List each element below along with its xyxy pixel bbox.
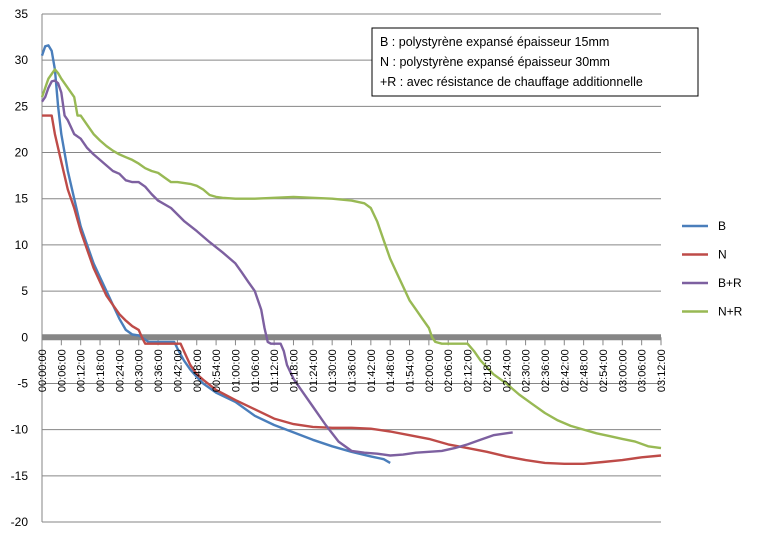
x-tick-label: 00:24:00 — [114, 349, 126, 392]
x-tick-label: 01:30:00 — [327, 349, 339, 392]
y-tick-label: -10 — [11, 423, 29, 437]
y-tick-label: -5 — [17, 376, 28, 390]
x-tick-label: 02:48:00 — [579, 349, 591, 392]
x-tick-label: 02:36:00 — [540, 349, 552, 392]
x-tick-label: 01:48:00 — [385, 349, 397, 392]
x-tick-label: 03:12:00 — [656, 349, 668, 392]
series-line-n — [42, 114, 662, 465]
legend-label: B+R — [718, 276, 742, 290]
annotation-line-3: +R : avec résistance de chauffage additi… — [380, 75, 643, 89]
annotation-line-2: N : polystyrène expansé épaisseur 30mm — [380, 55, 610, 69]
x-tick-label: 00:42:00 — [172, 349, 184, 392]
y-tick-labels: 35 30 25 20 15 10 5 0 -5 -10 -15 -20 — [11, 7, 29, 529]
x-tick-label: 01:42:00 — [366, 349, 378, 392]
y-tick-label: 35 — [15, 7, 29, 21]
y-tick-label: 15 — [15, 192, 29, 206]
legend: B N B+R N+R — [682, 219, 743, 319]
y-tick-label: 0 — [21, 330, 28, 344]
y-tick-label: 5 — [21, 284, 28, 298]
x-tick-labels: 00:00:00 00:06:00 00:12:00 00:18:00 00:24:00… — [37, 349, 668, 392]
x-tick-label: 02:54:00 — [598, 349, 610, 392]
x-tick-label: 02:30:00 — [521, 349, 533, 392]
x-tick-label: 02:18:00 — [482, 349, 494, 392]
series-line-b — [40, 44, 391, 464]
x-tick-label: 00:12:00 — [76, 349, 88, 392]
legend-label: N — [718, 248, 727, 262]
x-tick-label: 02:00:00 — [424, 349, 436, 392]
gridlines — [42, 13, 661, 523]
series-line-n-plus-r — [40, 68, 662, 450]
x-tick-label: 00:54:00 — [211, 349, 223, 392]
annotation-line-1: B : polystyrène expansé épaisseur 15mm — [380, 35, 609, 49]
y-tick-label: -20 — [11, 515, 29, 529]
x-tick-label: 01:12:00 — [269, 349, 281, 392]
x-tick-label: 01:24:00 — [308, 349, 320, 392]
y-tick-label: 30 — [15, 53, 29, 67]
legend-label: B — [718, 219, 726, 233]
x-tick-label: 01:36:00 — [347, 349, 359, 392]
x-tick-label: 00:48:00 — [192, 349, 204, 392]
x-tick-label: 02:06:00 — [443, 349, 455, 392]
x-tick-label: 01:06:00 — [250, 349, 262, 392]
x-tick-label: 00:06:00 — [56, 349, 68, 392]
x-tick-label: 01:54:00 — [405, 349, 417, 392]
x-tick-label: 00:36:00 — [153, 349, 165, 392]
x-tick-label: 01:18:00 — [288, 349, 300, 392]
y-tick-label: 20 — [15, 146, 29, 160]
y-tick-label: 25 — [15, 99, 29, 113]
x-tick-label: 02:24:00 — [501, 349, 513, 392]
y-tick-label: 10 — [15, 238, 29, 252]
legend-label: N+R — [718, 305, 743, 319]
x-tick-label: 03:06:00 — [637, 349, 649, 392]
y-tick-label: -15 — [11, 469, 29, 483]
annotation-box: B : polystyrène expansé épaisseur 15mm N… — [371, 27, 699, 97]
series-line-b-plus-r — [41, 79, 513, 457]
x-tick-label: 03:00:00 — [617, 349, 629, 392]
x-tick-label: 00:30:00 — [134, 349, 146, 392]
x-tick-label: 01:00:00 — [230, 349, 242, 392]
series-lines — [40, 44, 662, 465]
axes — [41, 14, 662, 522]
x-tick-label: 00:18:00 — [95, 349, 107, 392]
x-tick-label: 02:42:00 — [559, 349, 571, 392]
x-tick-label: 00:00:00 — [37, 349, 49, 392]
x-tick-label: 02:12:00 — [463, 349, 475, 392]
